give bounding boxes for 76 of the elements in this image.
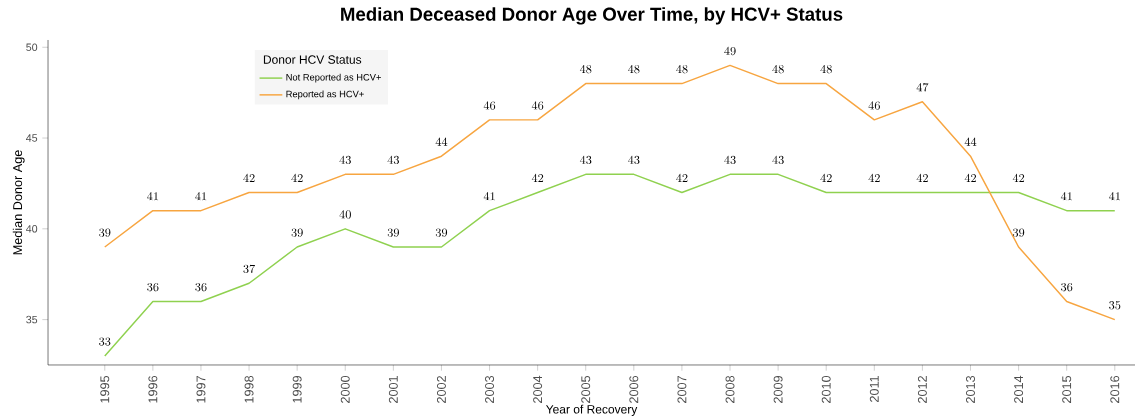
legend-label: Not Reported as HCV+ [286, 73, 381, 83]
x-tick-label: 2009 [773, 376, 783, 403]
data-label: 39 [1012, 228, 1025, 237]
x-tick-label: 2004 [533, 375, 543, 403]
x-tick-label: 1997 [196, 376, 206, 403]
y-tick-label: 35 [26, 315, 38, 324]
data-label: 42 [243, 173, 255, 182]
data-label: 47 [916, 83, 929, 92]
data-label: 48 [579, 64, 592, 74]
data-label: 46 [868, 101, 880, 110]
x-tick-label: 1998 [244, 375, 254, 403]
x-axis-title: Year of Recovery [545, 404, 638, 416]
data-label: 41 [483, 192, 495, 201]
data-label: 40 [339, 210, 351, 219]
x-tick-label: 2007 [677, 376, 687, 403]
data-label: 35 [1109, 301, 1121, 310]
y-tick-label: 50 [26, 43, 38, 52]
data-label: 39 [435, 228, 448, 237]
data-label: 49 [724, 46, 736, 56]
data-label: 42 [820, 173, 832, 182]
data-label: 42 [291, 173, 303, 182]
y-tick-label: 40 [26, 225, 38, 233]
x-tick-label: 2013 [966, 375, 975, 403]
x-tick-label: 1996 [148, 375, 158, 403]
x-tick-label: 2005 [581, 375, 591, 403]
data-label: 48 [820, 64, 832, 74]
data-label: 43 [387, 155, 399, 165]
data-label: 44 [964, 137, 977, 146]
data-label: 43 [628, 155, 640, 165]
data-label: 41 [195, 192, 207, 201]
data-label: 37 [243, 264, 256, 274]
data-label: 48 [628, 64, 640, 74]
data-label: 36 [195, 282, 207, 292]
data-label: 36 [1061, 282, 1073, 292]
x-tick-label: 1999 [292, 376, 302, 403]
x-tick-label: 2015 [1062, 375, 1072, 403]
data-label: 44 [435, 137, 448, 146]
x-tick-label: 1995 [100, 375, 110, 403]
x-tick-label: 2002 [436, 376, 446, 403]
data-label: 42 [868, 173, 880, 182]
data-label: 46 [531, 101, 544, 110]
x-tick-label: 2011 [869, 376, 879, 402]
data-label: 42 [676, 173, 688, 182]
x-tick-label: 2003 [485, 375, 495, 403]
data-label: 42 [531, 173, 544, 182]
data-label: 39 [387, 228, 399, 237]
y-tick-label: 45 [26, 134, 38, 142]
x-tick-label: 2016 [1110, 375, 1120, 403]
data-label: 36 [147, 282, 159, 292]
data-label: 42 [964, 173, 977, 182]
data-label: 46 [483, 101, 496, 110]
data-label: 39 [291, 228, 303, 237]
data-label: 43 [339, 155, 351, 165]
data-label: 39 [99, 228, 111, 237]
data-label: 41 [1108, 192, 1120, 201]
data-label: 43 [724, 155, 736, 165]
data-label: 41 [147, 192, 159, 201]
data-label: 43 [772, 155, 784, 165]
x-tick-label: 2008 [725, 375, 735, 403]
data-label: 48 [772, 64, 784, 74]
legend-label: Reported as HCV+ [286, 90, 364, 100]
x-tick-label: 2000 [340, 375, 350, 403]
chart-title: Median Deceased Donor Age Over Time, by HCV+ Status [341, 7, 843, 25]
x-tick-label: 2012 [917, 376, 927, 403]
data-label: 41 [1060, 192, 1072, 201]
x-tick-label: 2014 [1014, 375, 1024, 403]
x-tick-label: 2006 [629, 375, 639, 403]
y-axis-title: Median Donor Age [12, 150, 25, 255]
data-label: 42 [1012, 173, 1025, 182]
data-label: 43 [579, 155, 592, 165]
legend-title: Donor HCV Status [263, 55, 362, 64]
data-label: 33 [99, 337, 111, 346]
data-label: 42 [916, 173, 928, 182]
x-tick-label: 2001 [388, 376, 398, 403]
data-label: 48 [676, 64, 688, 74]
x-tick-label: 2010 [821, 375, 831, 403]
